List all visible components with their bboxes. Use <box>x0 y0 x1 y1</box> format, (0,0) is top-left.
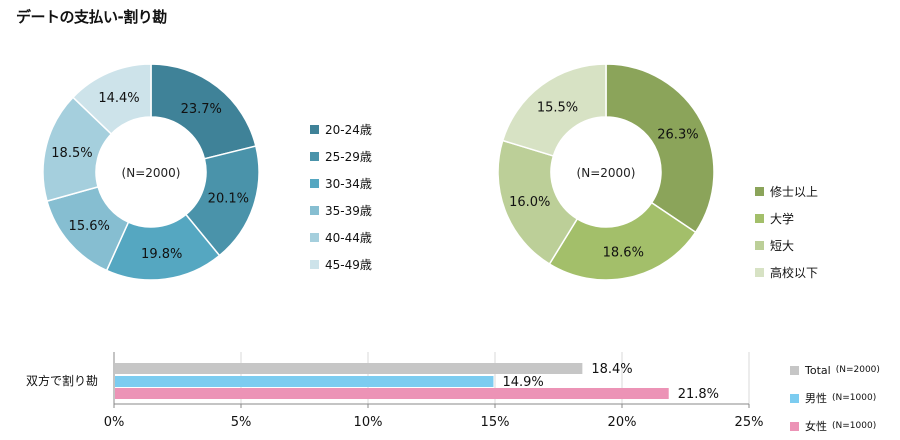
age-legend-item-3: 35-39歳 <box>310 197 372 224</box>
edu-legend-item-0: 修士以上 <box>755 178 818 205</box>
age-legend-label-2: 30-34歳 <box>325 176 372 191</box>
bar-tick-label-3: 15% <box>481 415 510 430</box>
bar-value-label-0: 18.4% <box>591 362 632 377</box>
bar-tick-label-5: 25% <box>735 415 764 430</box>
bar-legend: Total (N=2000) 男性 (N=1000) 女性 (N=1000) <box>790 356 880 440</box>
edu-legend-item-1: 大学 <box>755 205 818 232</box>
age-slice-label-1: 20.1% <box>208 192 249 207</box>
age-slice-label-5: 14.4% <box>98 91 139 106</box>
age-slice-0 <box>150 63 257 160</box>
age-legend-swatch-1 <box>310 152 319 161</box>
edu-slice-label-2: 16.0% <box>509 195 550 210</box>
edu-slice-3 <box>501 63 607 157</box>
edu-center-label: (N=2000) <box>577 166 636 180</box>
edu-legend-swatch-1 <box>755 214 764 223</box>
age-slice-label-0: 23.7% <box>181 102 222 117</box>
bar-legend-label-0: Total <box>805 363 831 377</box>
edu-legend-swatch-3 <box>755 268 764 277</box>
bar-value-label-2: 21.8% <box>678 387 719 402</box>
bar-1 <box>115 376 494 387</box>
edu-legend-label-0: 修士以上 <box>770 184 819 199</box>
bar-0 <box>115 363 583 374</box>
bar-legend-label-2: 女性 <box>805 420 827 433</box>
age-legend: 20-24歳 25-29歳 30-34歳 35-39歳 40-44歳 45-49歳 <box>310 116 372 278</box>
bar-category-label: 双方で割り勘 <box>26 373 98 388</box>
bar-legend-item-2: 女性 (N=1000) <box>790 412 880 440</box>
chart-title: デートの支払い-割り勘 <box>16 8 167 26</box>
bar-value-label-1: 14.9% <box>502 375 543 390</box>
edu-slice-label-3: 15.5% <box>537 101 578 116</box>
bar-2 <box>115 388 669 399</box>
age-legend-label-3: 35-39歳 <box>325 203 372 218</box>
age-slice-5 <box>71 63 152 136</box>
bar-legend-swatch-2 <box>790 421 799 431</box>
age-legend-item-5: 45-49歳 <box>310 251 372 278</box>
bar-tick-label-2: 10% <box>354 415 383 430</box>
bar-legend-label-1: 男性 <box>805 392 827 405</box>
age-legend-swatch-3 <box>310 206 319 215</box>
age-legend-item-4: 40-44歳 <box>310 224 372 251</box>
age-legend-item-1: 25-29歳 <box>310 143 372 170</box>
bar-tick-label-1: 5% <box>231 415 252 430</box>
age-slice-label-3: 15.6% <box>69 219 110 234</box>
bar-legend-n-1: (N=1000) <box>832 393 877 403</box>
age-legend-label-4: 40-44歳 <box>325 230 372 245</box>
age-legend-swatch-0 <box>310 125 319 134</box>
age-legend-label-1: 25-29歳 <box>325 149 372 164</box>
age-legend-swatch-4 <box>310 233 319 242</box>
edu-legend-item-2: 短大 <box>755 232 818 259</box>
edu-legend-swatch-0 <box>755 187 764 196</box>
age-legend-label-0: 20-24歳 <box>325 122 372 137</box>
edu-legend-label-2: 短大 <box>770 238 795 253</box>
edu-slice-0 <box>605 63 715 234</box>
edu-legend-label-1: 大学 <box>770 211 795 226</box>
age-slice-label-2: 19.8% <box>141 247 182 262</box>
edu-slice-label-0: 26.3% <box>657 128 698 143</box>
bar-legend-item-0: Total (N=2000) <box>790 356 880 384</box>
bar-legend-swatch-1 <box>790 393 799 403</box>
edu-legend-label-3: 高校以下 <box>770 265 819 280</box>
edu-legend-swatch-2 <box>755 241 764 250</box>
edu-slice-label-1: 18.6% <box>603 246 644 261</box>
age-center-label: (N=2000) <box>122 166 181 180</box>
age-legend-label-5: 45-49歳 <box>325 257 372 272</box>
bar-tick-label-0: 0% <box>104 415 125 430</box>
bar-legend-item-1: 男性 (N=1000) <box>790 384 880 412</box>
age-legend-item-0: 20-24歳 <box>310 116 372 143</box>
bar-legend-n-0: (N=2000) <box>835 365 880 375</box>
edu-legend-item-3: 高校以下 <box>755 259 818 286</box>
bar-legend-swatch-0 <box>790 365 799 375</box>
age-slice-label-4: 18.5% <box>51 146 92 161</box>
edu-slice-2 <box>497 139 579 266</box>
age-legend-item-2: 30-34歳 <box>310 170 372 197</box>
age-legend-swatch-5 <box>310 260 319 269</box>
education-legend: 修士以上大学短大高校以下 <box>755 178 818 286</box>
edu-slice-1 <box>548 201 697 281</box>
age-legend-swatch-2 <box>310 179 319 188</box>
bar-legend-n-2: (N=1000) <box>832 421 877 431</box>
bar-tick-label-4: 20% <box>608 415 637 430</box>
